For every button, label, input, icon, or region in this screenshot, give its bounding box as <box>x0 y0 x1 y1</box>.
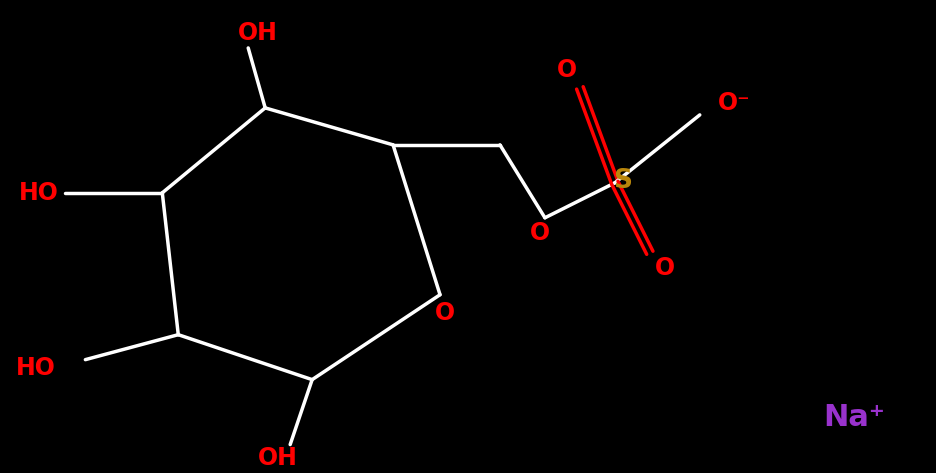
Text: O: O <box>654 256 674 280</box>
Text: S: S <box>613 168 632 194</box>
Text: O: O <box>434 301 455 324</box>
Text: Na⁺: Na⁺ <box>823 403 885 432</box>
Text: OH: OH <box>258 446 298 470</box>
Text: O⁻: O⁻ <box>717 91 750 115</box>
Text: HO: HO <box>19 181 58 205</box>
Text: HO: HO <box>16 356 55 380</box>
Text: OH: OH <box>238 21 278 45</box>
Text: O: O <box>556 58 577 82</box>
Text: O: O <box>529 221 549 245</box>
